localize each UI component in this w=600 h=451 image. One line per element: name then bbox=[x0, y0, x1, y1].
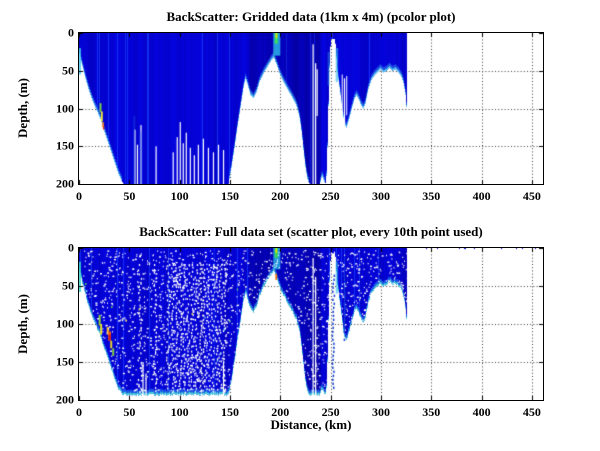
y-tick-label: 150 bbox=[56, 354, 74, 369]
top-plot-title: BackScatter: Gridded data (1km x 4m) (pc… bbox=[166, 9, 456, 24]
x-axis-label: Distance, (km) bbox=[270, 417, 352, 432]
y-tick-label: 200 bbox=[56, 392, 74, 407]
x-tick-label: 150 bbox=[220, 189, 239, 203]
x-tick-label: 400 bbox=[472, 189, 491, 203]
top-plot-ylabel: Depth, (m) bbox=[15, 78, 30, 138]
x-tick-label: 300 bbox=[371, 405, 390, 419]
x-tick-label: 200 bbox=[271, 189, 290, 203]
x-tick-label: 50 bbox=[123, 405, 136, 419]
x-tick-label: 100 bbox=[170, 189, 189, 203]
bottom-plot-title: BackScatter: Full data set (scatter plot… bbox=[139, 224, 483, 239]
x-tick-label: 50 bbox=[123, 189, 136, 203]
y-tick-label: 150 bbox=[56, 138, 74, 153]
bottom-plot-ylabel: Depth, (m) bbox=[15, 294, 30, 354]
x-tick-label: 0 bbox=[76, 189, 82, 203]
y-tick-label: 0 bbox=[68, 25, 74, 40]
x-tick-label: 100 bbox=[170, 405, 189, 419]
x-tick-label: 400 bbox=[472, 405, 491, 419]
bottom-plot-axes bbox=[78, 247, 544, 401]
y-tick-label: 100 bbox=[56, 101, 74, 115]
top-plot-axes bbox=[78, 32, 544, 185]
y-tick-label: 100 bbox=[56, 316, 74, 331]
x-tick-label: 150 bbox=[220, 405, 239, 419]
x-tick-label: 450 bbox=[522, 189, 541, 203]
y-tick-label: 0 bbox=[68, 240, 74, 255]
x-tick-label: 250 bbox=[321, 189, 340, 203]
x-tick-label: 200 bbox=[271, 405, 290, 419]
x-tick-label: 300 bbox=[371, 189, 390, 203]
x-tick-label: 350 bbox=[422, 405, 441, 419]
pcolor-plot-canvas bbox=[79, 33, 543, 184]
x-tick-label: 250 bbox=[321, 405, 340, 419]
x-tick-label: 450 bbox=[522, 405, 541, 419]
y-tick-label: 50 bbox=[62, 63, 74, 78]
x-tick-label: 0 bbox=[76, 405, 82, 419]
x-tick-label: 350 bbox=[422, 189, 441, 203]
y-tick-label: 200 bbox=[56, 176, 74, 191]
scatter-plot-canvas bbox=[79, 248, 543, 400]
y-tick-label: 50 bbox=[62, 278, 74, 293]
